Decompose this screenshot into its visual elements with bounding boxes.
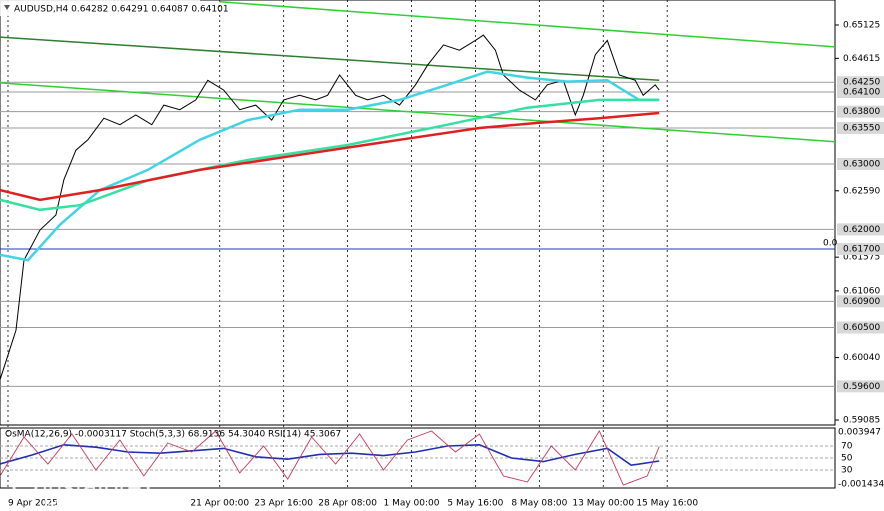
x-tick-label: 15 May 16:00 bbox=[636, 499, 698, 509]
price-level-label: 0.60500 bbox=[843, 323, 880, 333]
y-tick-label: 0.60040 bbox=[843, 353, 880, 363]
watermark-logo bbox=[12, 474, 38, 500]
price-level-label: 0.63000 bbox=[843, 159, 880, 169]
indicator-tick-label: 50 bbox=[841, 454, 853, 464]
x-tick-label: 13 May 00:00 bbox=[572, 499, 634, 509]
x-tick-label: 23 Apr 16:00 bbox=[254, 499, 313, 509]
x-tick-label: 21 Apr 00:00 bbox=[190, 499, 249, 509]
title-icon bbox=[4, 5, 10, 10]
price-level-label: 0.63800 bbox=[843, 107, 880, 117]
trend-line bbox=[0, 82, 836, 143]
price-level-box bbox=[837, 121, 884, 134]
watermark-subtext: Instant Forex Trading bbox=[44, 496, 160, 509]
chart-title: AUDUSD,H4 0.64282 0.64291 0.64087 0.6410… bbox=[14, 5, 229, 15]
indicator-tick-label: 30 bbox=[841, 466, 853, 476]
price-level-box bbox=[837, 86, 884, 99]
price-level-box bbox=[837, 76, 884, 89]
price-level-box bbox=[837, 157, 884, 170]
trend-line bbox=[219, 1, 836, 48]
main-panel bbox=[0, 0, 836, 426]
y-tick-label: 0.59085 bbox=[843, 416, 880, 426]
level-note: 0.0 bbox=[823, 238, 838, 248]
price-level-label: 0.64100 bbox=[843, 88, 880, 98]
y-tick-label: 0.62590 bbox=[843, 186, 880, 196]
price-level-label: 0.62000 bbox=[843, 225, 880, 235]
price-level-label: 0.64250 bbox=[843, 78, 880, 88]
price-level-box bbox=[837, 242, 884, 255]
x-tick-label: 9 Apr 2025 bbox=[8, 499, 58, 509]
watermark-text: instaforex bbox=[42, 471, 155, 501]
trend-line bbox=[0, 36, 660, 82]
y-tick-label: 0.61575 bbox=[843, 253, 880, 263]
watermark: instaforex Instant Forex Trading bbox=[12, 471, 160, 509]
y-tick-label: 0.64615 bbox=[843, 54, 880, 64]
moving-average bbox=[0, 111, 660, 202]
moving-average bbox=[0, 98, 660, 212]
indicator-scale-top: 0.003947 bbox=[838, 428, 881, 438]
price-line bbox=[0, 34, 660, 380]
price-level-label: 0.59600 bbox=[843, 382, 880, 392]
price-level-box bbox=[837, 380, 884, 393]
title-bg bbox=[0, 0, 200, 16]
indicator-label: OsMA(12,26,9) -0.0003117 Stoch(5,3,3) 68… bbox=[5, 430, 341, 440]
indicator-tick-label: 70 bbox=[841, 442, 853, 452]
indicator-line bbox=[0, 430, 660, 486]
price-level-box bbox=[837, 321, 884, 334]
x-tick-label: 8 May 08:00 bbox=[511, 499, 567, 509]
x-tick-label: 5 May 16:00 bbox=[447, 499, 503, 509]
price-level-box bbox=[837, 295, 884, 308]
price-level-label: 0.60900 bbox=[843, 297, 880, 307]
price-level-box bbox=[837, 105, 884, 118]
price-level-label: 0.61700 bbox=[843, 244, 880, 254]
indicator-scale-bottom: -0.001434 bbox=[838, 480, 884, 490]
price-level-box bbox=[837, 223, 884, 236]
price-level-label: 0.63550 bbox=[843, 123, 880, 133]
y-tick-label: 0.65125 bbox=[843, 20, 880, 30]
x-tick-label: 1 May 00:00 bbox=[384, 499, 440, 509]
x-tick-label: 28 Apr 08:00 bbox=[318, 499, 377, 509]
y-tick-label: 0.61060 bbox=[843, 286, 880, 296]
